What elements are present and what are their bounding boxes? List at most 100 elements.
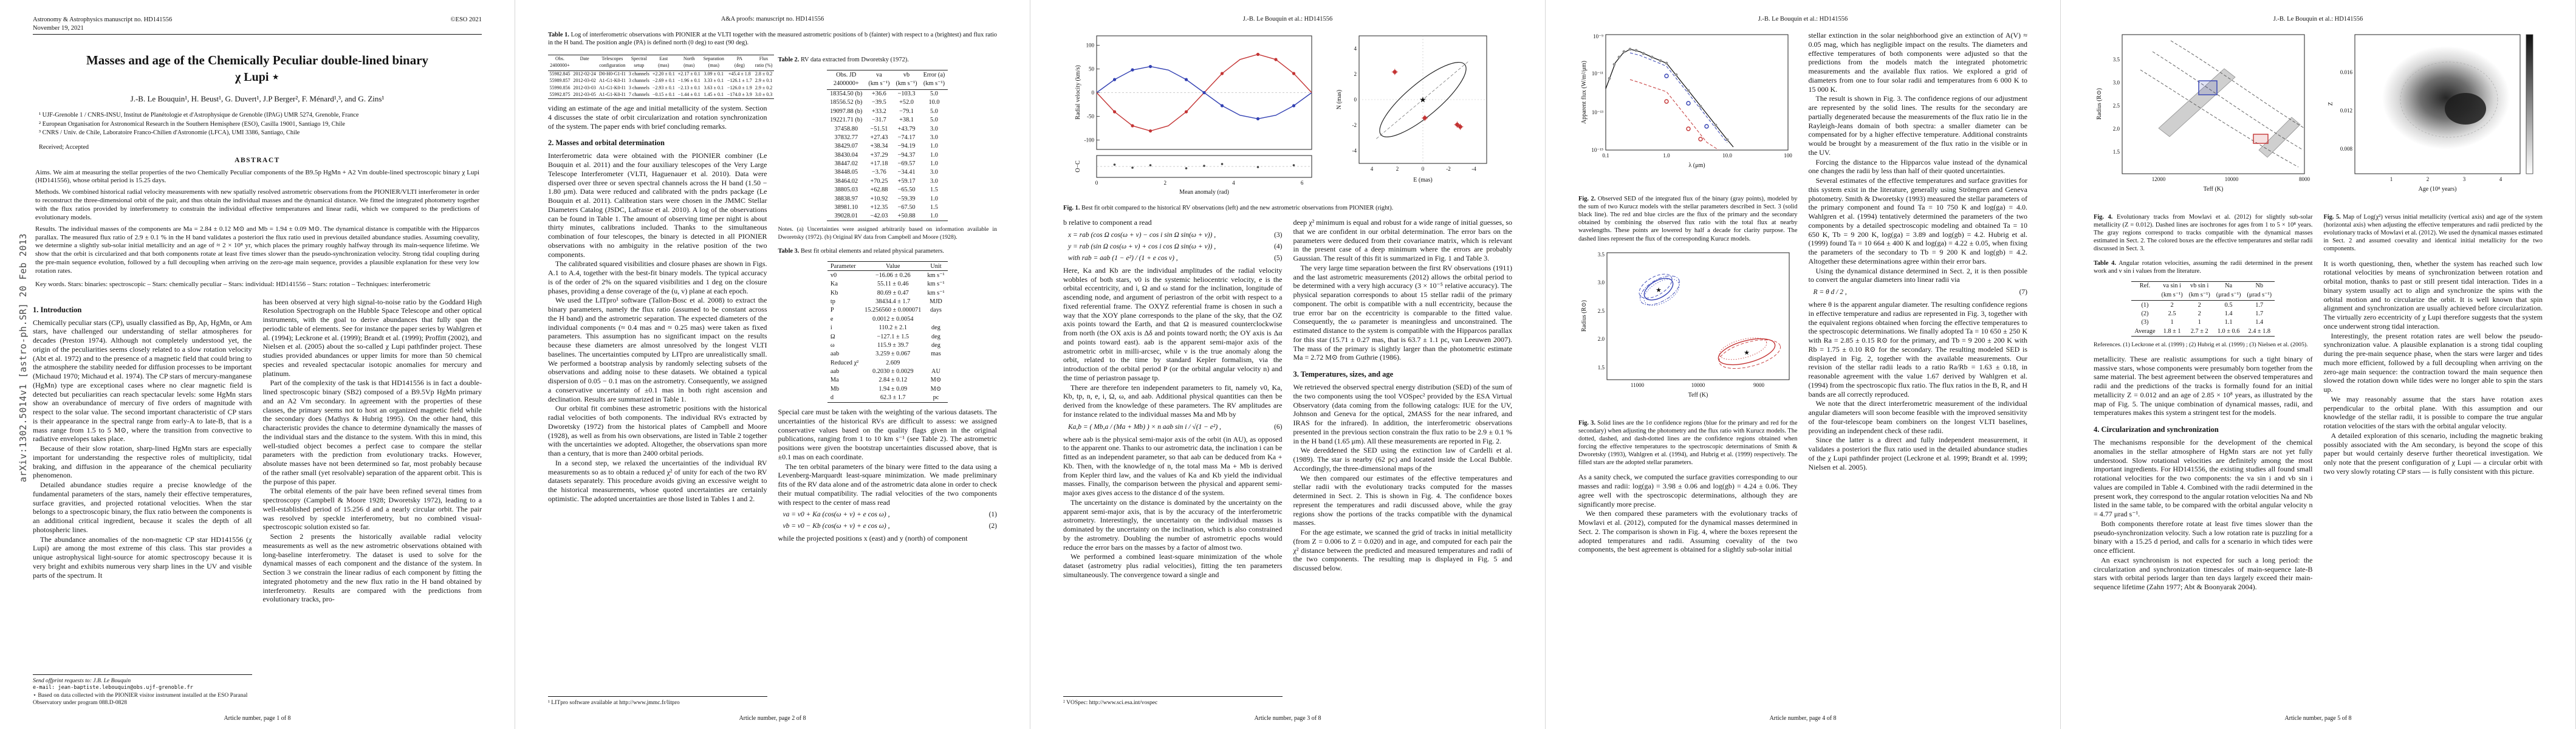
residual-axis-label: O−C (1075, 160, 1081, 173)
paragraph: b relative to component a read (1063, 218, 1152, 227)
table-cell: 38434.4 ± 1.7 (875, 298, 911, 305)
table-cell: Nb (2255, 282, 2264, 290)
table-cell: aab (830, 351, 840, 358)
x-tick-labels: 12000 10000 8000 (2152, 176, 2311, 182)
equation-body: with rab = aab (1 − e²) / (1 + e cos ν) … (1068, 254, 1178, 262)
table-cell: 0.2030 ± 0.0029 (872, 368, 914, 375)
table-row: i 110.2 ± 2.1 deg (827, 324, 948, 332)
table-cell: 7 channels (628, 92, 649, 98)
paragraph: There are therefore ten independent para… (1063, 383, 1283, 419)
table-1-caption: Table 1. Log of interferometric observat… (548, 31, 997, 47)
keywords: Key words. Stars: binaries: spectroscopi… (35, 280, 431, 288)
table-cell: aab (830, 368, 840, 375)
table-row: 37458.80 −51.51 +43.79 3.0 (827, 125, 948, 133)
table-cell: (mas) (651, 62, 677, 71)
table-cell: Separation (703, 55, 724, 61)
paragraph: viding an estimate of the age and initia… (548, 104, 767, 131)
columns: 1. Introduction Chemically peculiar star… (33, 298, 482, 605)
section-3-heading: 3. Temperatures, sizes, and age (1293, 370, 1394, 379)
table-cell: 1.7 (2255, 310, 2264, 317)
table-cell: +10.92 (870, 195, 888, 202)
y-tick-labels: 0.016 0.012 0.008 (2340, 69, 2353, 152)
table-cell: 3.63 ± 0.1 (704, 84, 724, 91)
table-cell: Average (2134, 327, 2156, 335)
secondary-mass-track-band (2258, 117, 2301, 158)
table-4: Ref. va sin i vb sin i Na Nb (km s⁻¹) (km s⁻¹)… (2131, 281, 2275, 337)
table-cell: 19097.88 (b) (830, 108, 863, 115)
paragraph: while the projected positions x (east) a… (778, 534, 968, 543)
paragraph: The ten orbital parameters of the binary… (778, 462, 998, 507)
table-cell: 3.259 ± 0.067 (875, 351, 911, 358)
svg-text:1.5: 1.5 (2113, 149, 2120, 155)
litpro-url[interactable]: ¹ LITpro software available at http://ww… (548, 699, 680, 707)
table-cell: MJD (930, 298, 942, 305)
caption-text: Solid lines are the 1σ confidence region… (1578, 419, 1798, 467)
table-cell: 1.0 ± 0.6 (2217, 327, 2240, 335)
figure-3: ★ ★ 3.5 3.0 2.5 2.0 1.5 (1578, 249, 1798, 416)
svg-text:1.5: 1.5 (1598, 364, 1605, 371)
running-head: J.-B. Le Bouquin et al.: HD141556 (1758, 16, 1848, 22)
table-row: e 0.0012 ± 0.0054 (827, 315, 948, 323)
equation-number: (4) (1274, 242, 1283, 250)
page-5: J.-B. Le Bouquin et al.: HD141556 3.5 (2061, 0, 2576, 729)
table-cell: mas (931, 351, 941, 358)
y-tick-labels: 100 50 0 -50 -100 (1084, 43, 1094, 143)
offprint-note: Send offprint requests to: J.B. Le Bouqu… (33, 677, 131, 684)
equation-1: va = v0 + Ka (cos(ω + ν) + e cos ω) , (1) (783, 511, 998, 518)
svg-text:0: 0 (1091, 90, 1094, 96)
running-head: J.-B. Le Bouquin et al.: HD141556 (2273, 16, 2363, 22)
paper-title-line1: Masses and age of the Chemically Peculia… (86, 53, 429, 68)
table-cell: +50.88 (897, 213, 916, 220)
svg-text:11000: 11000 (1631, 382, 1645, 388)
figure-5: 1 2 3 4 0.016 0.012 0.008 Age (10⁸ years… (2324, 31, 2543, 210)
table-1: Obs. Date Telescopes Spectral East North Separ… (548, 55, 774, 100)
table-cell: 15.256560 ± 0.000071 (865, 307, 922, 314)
table-cell: (μrad s⁻¹) (2244, 290, 2275, 301)
secondary-confidence-regions (1718, 337, 1781, 369)
table-cell: km s⁻¹ (927, 289, 945, 296)
columns: b relative to component a read x = rab (… (1063, 218, 1512, 580)
equation-2: vb = v0 − Kb (cos(ω + ν) + e cos ω) , (2) (783, 522, 998, 530)
paragraph: The mechanisms responsible for the devel… (2094, 438, 2313, 519)
equation-body: x = rab (cos Ω cos(ω + ν) − cos i sin Ω … (1068, 231, 1216, 239)
table-cell: −127.1 ± 1.5 (877, 333, 909, 340)
table-cell: Kb (830, 289, 838, 296)
table-row: 2400000+ configuration setup (mas) (mas) (mas… (548, 62, 774, 71)
left-column: Obs. Date Telescopes Spectral East North Separ… (548, 53, 774, 504)
table-cell: 5.0 (930, 91, 938, 98)
table-cell: 3.0 (930, 177, 938, 185)
paragraph: We performed a combined least-square min… (1063, 552, 1283, 579)
table-cell: 1.45 ± 0.1 (704, 92, 724, 98)
table-cell: Parameter (827, 261, 862, 272)
y-tick-labels: 3.5 3.0 2.5 2.0 1.5 (1598, 252, 1605, 371)
manuscript-header: Astronomy & Astrophysics manuscript no. … (33, 16, 482, 35)
sed-observed-points (1608, 47, 1729, 142)
table-cell: 62.3 ± 1.7 (880, 394, 906, 402)
page-1: arXiv:1302.5014v1 [astro-ph.SR] 20 Feb 2… (0, 0, 515, 729)
paragraph: where aab is the physical semi-major axi… (1063, 434, 1283, 498)
table-row: 38430.04 +37.29 −94.37 1.0 (827, 151, 948, 159)
vospec-url[interactable]: ² VOSpec: http://www.sci.esa.int/vospec (1063, 699, 1158, 707)
table-cell: 2.5 (2168, 310, 2176, 317)
table-cell: P (830, 307, 834, 314)
svg-text:3: 3 (2463, 176, 2466, 182)
paragraph: Detailed abundance studies require a pre… (33, 481, 252, 534)
table-row: aab 3.259 ± 0.067 mas (827, 350, 948, 358)
svg-text:10000: 10000 (1691, 382, 1705, 388)
paragraph: Chemically peculiar stars (CP), usually … (33, 318, 252, 443)
paragraph: Section 2 presents the historically avai… (262, 532, 482, 604)
table-cell: 19221.71 (b) (830, 117, 863, 124)
page-footer: Article number, page 1 of 8 (224, 715, 291, 722)
table-row: (km s⁻¹) (km s⁻¹) (μrad s⁻¹) (μrad s⁻¹) (2131, 290, 2275, 301)
table-cell: 55982.845 (549, 71, 570, 77)
table-cell: Spectral (631, 55, 647, 61)
table-row: 2400000+ (km s⁻¹) (km s⁻¹) (km s⁻¹) (827, 79, 948, 90)
svg-text:2.0: 2.0 (1598, 336, 1605, 342)
y-axis-label: Apparent flux (W/m²/μm) (1581, 61, 1588, 124)
table-cell: deg (931, 333, 940, 340)
email-link[interactable]: e-mail: jean-baptiste.lebouquin@obs.ujf-… (33, 685, 193, 691)
svg-text:0: 0 (1354, 97, 1357, 103)
figure-4-tracks-plot: 3.5 3.0 2.5 2.0 1.5 12000 10000 8000 Tef… (2096, 34, 2311, 193)
table-cell: va (876, 71, 882, 78)
eso-copyright: ©ESO 2021 (450, 16, 482, 23)
